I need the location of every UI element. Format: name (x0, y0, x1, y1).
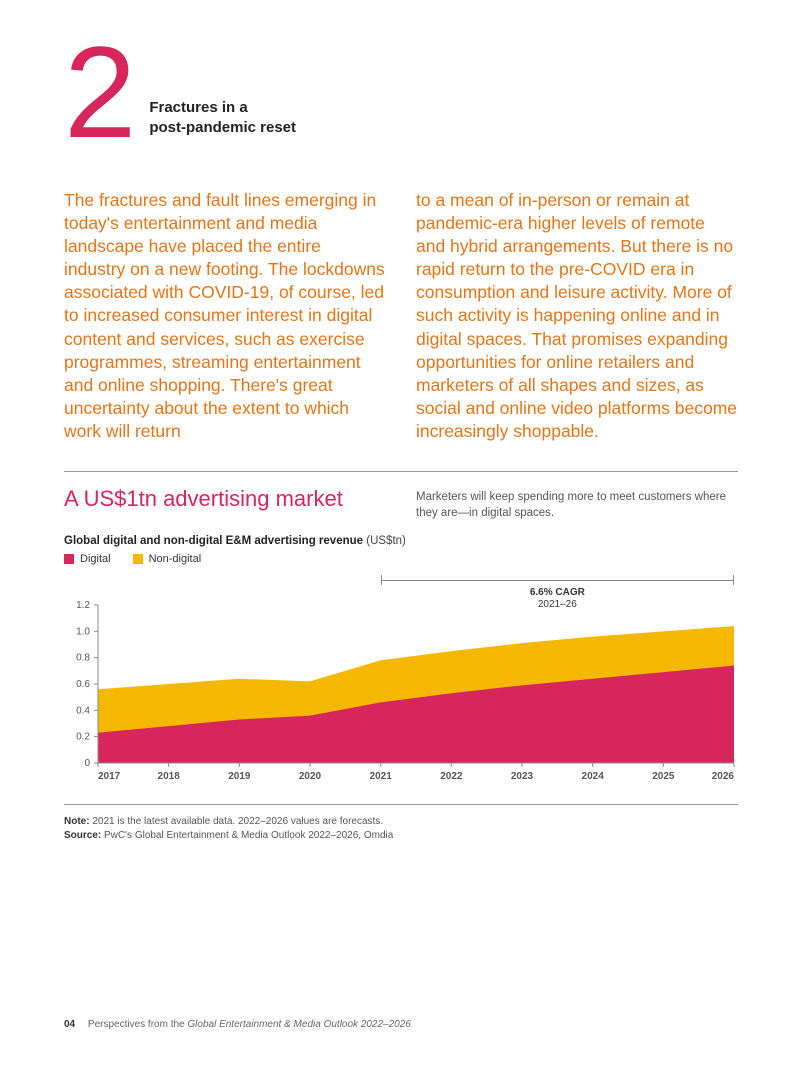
cagr-period: 2021–26 (538, 599, 577, 610)
svg-text:2026: 2026 (712, 771, 735, 782)
svg-text:0.2: 0.2 (76, 732, 90, 743)
chart-legend: Digital Non-digital (64, 553, 738, 565)
chart-area: 0 0.2 0.4 0.6 0.8 1.0 1.2 2017 2018 2019 2020 2021 2… (64, 575, 738, 790)
svg-text:2024: 2024 (582, 771, 605, 782)
source-label: Source: (64, 830, 101, 841)
svg-text:2023: 2023 (511, 771, 534, 782)
note-label: Note: (64, 816, 90, 827)
section-number: 2 (64, 40, 130, 144)
chart-subtitle-unit: (US$tn) (363, 535, 406, 547)
svg-text:2022: 2022 (440, 771, 463, 782)
svg-text:0.8: 0.8 (76, 653, 90, 664)
cagr-annotation: 6.6% CAGR2021–26 (381, 575, 734, 611)
chart-footnotes: Note: 2021 is the latest available data.… (64, 804, 738, 843)
cagr-value: 6.6% CAGR (530, 587, 585, 598)
intro-col-left: The fractures and fault lines emerging i… (64, 189, 386, 443)
legend-label-nondigital: Non-digital (149, 553, 202, 565)
page-number: 04 (64, 1019, 75, 1030)
section-header: 2 Fractures in a post-pandemic reset (64, 50, 738, 144)
svg-text:1.2: 1.2 (76, 600, 90, 611)
legend-item-digital: Digital (64, 553, 111, 565)
legend-swatch-nondigital (133, 554, 143, 564)
svg-text:2025: 2025 (652, 771, 675, 782)
intro-col-right: to a mean of in-person or remain at pand… (416, 189, 738, 443)
svg-text:0.4: 0.4 (76, 705, 90, 716)
svg-text:0: 0 (84, 758, 90, 769)
footer-italic: Global Entertainment & Media Outlook 202… (187, 1019, 410, 1030)
chart-block: A US$1tn advertising market Marketers wi… (64, 471, 738, 843)
chart-caption: Marketers will keep spending more to mee… (416, 486, 738, 521)
section-title-line2: post-pandemic reset (149, 119, 296, 136)
footer-prefix: Perspectives from the (88, 1019, 187, 1030)
svg-text:2019: 2019 (228, 771, 251, 782)
chart-subtitle-bold: Global digital and non-digital E&M adver… (64, 535, 363, 547)
chart-subtitle: Global digital and non-digital E&M adver… (64, 535, 738, 547)
svg-text:2021: 2021 (370, 771, 393, 782)
source-text: PwC's Global Entertainment & Media Outlo… (101, 830, 393, 841)
legend-swatch-digital (64, 554, 74, 564)
svg-text:0.6: 0.6 (76, 679, 90, 690)
legend-label-digital: Digital (80, 553, 111, 565)
section-title: Fractures in a post-pandemic reset (149, 98, 296, 139)
section-title-line1: Fractures in a (149, 99, 247, 116)
svg-text:2020: 2020 (299, 771, 322, 782)
page-footer: 04 Perspectives from the Global Entertai… (64, 1019, 411, 1030)
svg-text:1.0: 1.0 (76, 626, 90, 637)
legend-item-nondigital: Non-digital (133, 553, 202, 565)
note-text: 2021 is the latest available data. 2022–… (90, 816, 384, 827)
svg-text:2018: 2018 (158, 771, 181, 782)
chart-title: A US$1tn advertising market (64, 486, 386, 521)
svg-text:2017: 2017 (98, 771, 121, 782)
intro-paragraph: The fractures and fault lines emerging i… (64, 189, 738, 443)
